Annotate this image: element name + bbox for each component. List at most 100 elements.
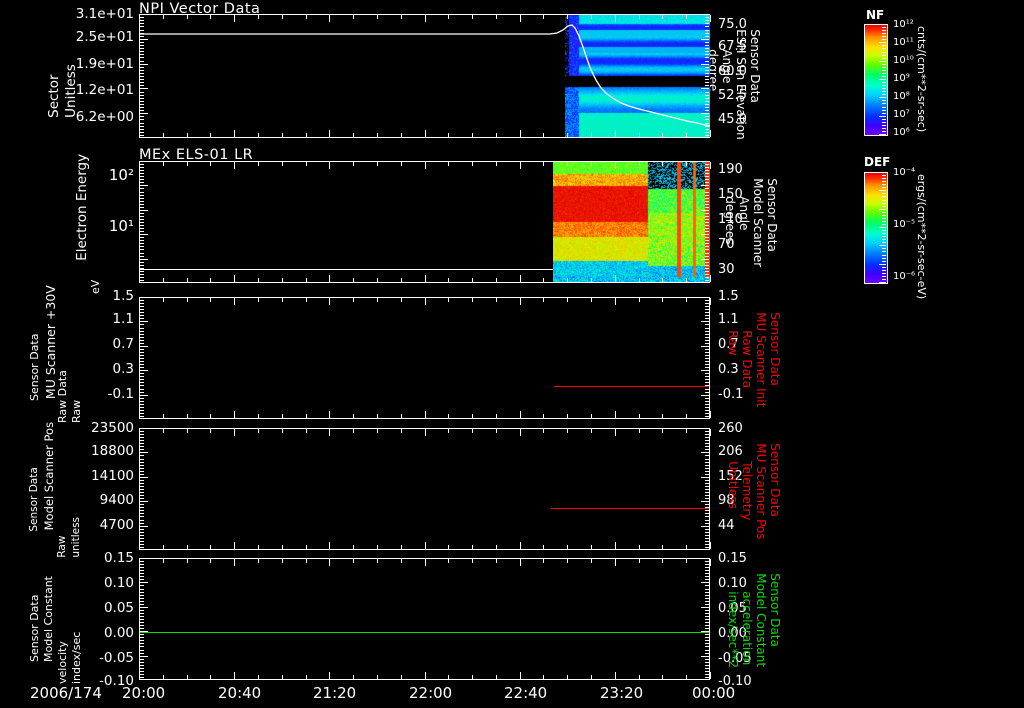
axis-tick <box>882 175 886 176</box>
axis-tick <box>353 545 354 549</box>
axis-tick <box>705 407 709 408</box>
axis-tick <box>234 275 235 282</box>
axis-tick <box>882 33 886 34</box>
axis-tick <box>140 486 144 487</box>
axis-tick <box>140 507 144 508</box>
axis-tick <box>187 133 188 137</box>
panel-mu30v-plot-frame <box>139 297 710 419</box>
panel-scannerpos-right-label-3: Unitless <box>726 461 740 509</box>
axis-tick <box>882 242 886 243</box>
axis-tick <box>448 15 449 19</box>
axis-tick <box>662 162 663 166</box>
axis-tick <box>879 24 886 25</box>
axis-tick <box>705 219 709 220</box>
axis-tick <box>520 15 521 22</box>
axis-tick <box>882 270 886 271</box>
axis-tick <box>701 582 709 583</box>
axis-tick <box>282 278 283 282</box>
axis-tick <box>140 547 144 548</box>
axis-tick <box>705 650 709 651</box>
axis-tick <box>662 559 663 563</box>
axis-tick <box>591 675 592 679</box>
axis-tick <box>306 278 307 282</box>
axis-tick <box>496 278 497 282</box>
axis-tick <box>140 407 144 408</box>
axis-tick <box>705 201 709 202</box>
axis-tick <box>140 535 144 536</box>
axis-tick <box>705 192 709 193</box>
axis-tick <box>710 429 711 436</box>
axis-tick <box>705 195 709 196</box>
axis-tick <box>879 264 886 265</box>
axis-tick <box>705 188 709 189</box>
axis-tick <box>163 545 164 549</box>
axis-tick <box>520 130 521 137</box>
axis-tick <box>329 411 330 418</box>
axis-tick <box>705 280 709 281</box>
axis-tick <box>879 282 886 283</box>
axis-tick <box>705 416 709 417</box>
axis-tick <box>140 659 144 660</box>
axis-tick <box>140 204 144 205</box>
panel-npi-cbtick-4: 10⁸ <box>893 91 910 102</box>
axis-tick <box>140 107 144 108</box>
axis-tick <box>140 634 144 635</box>
axis-tick <box>140 42 144 43</box>
axis-tick <box>258 298 259 302</box>
axis-tick <box>705 101 709 102</box>
axis-tick <box>329 559 330 566</box>
axis-tick <box>662 545 663 549</box>
axis-tick <box>705 207 709 208</box>
axis-tick <box>140 492 144 493</box>
axis-tick <box>705 352 709 353</box>
axis-tick <box>140 462 144 463</box>
axis-tick <box>140 225 144 226</box>
axis-tick <box>705 410 709 411</box>
axis-tick <box>140 192 144 193</box>
axis-tick <box>306 559 307 563</box>
axis-tick <box>686 278 687 282</box>
axis-tick <box>329 130 330 137</box>
axis-tick <box>705 23 709 24</box>
axis-tick <box>705 468 709 469</box>
axis-tick <box>705 465 709 466</box>
axis-tick <box>615 15 616 22</box>
axis-tick <box>705 547 709 548</box>
axis-tick <box>496 133 497 137</box>
axis-tick <box>140 262 144 263</box>
axis-tick <box>377 133 378 137</box>
axis-tick <box>882 206 886 207</box>
axis-tick <box>882 82 886 83</box>
axis-tick <box>879 245 886 246</box>
axis-tick <box>705 507 709 508</box>
axis-tick <box>705 373 709 374</box>
axis-tick <box>140 343 144 344</box>
panel-velocity-plot-frame <box>139 558 710 680</box>
axis-tick <box>705 510 709 511</box>
panel-velocity-right-label-3: index/sec**2 <box>726 591 740 669</box>
axis-tick <box>140 274 144 275</box>
axis-tick <box>705 222 709 223</box>
axis-tick <box>425 275 426 282</box>
axis-tick <box>705 198 709 199</box>
axis-tick <box>472 675 473 679</box>
axis-tick <box>140 164 144 165</box>
axis-tick <box>567 675 568 679</box>
axis-tick <box>140 346 148 347</box>
axis-tick <box>140 48 144 49</box>
axis-tick <box>140 662 144 663</box>
axis-tick <box>140 452 148 453</box>
axis-tick <box>140 23 144 24</box>
axis-tick <box>140 564 144 565</box>
axis-tick <box>705 228 709 229</box>
axis-tick <box>701 185 709 186</box>
axis-tick <box>140 243 144 244</box>
axis-tick <box>705 389 709 390</box>
axis-tick <box>140 265 144 266</box>
axis-tick <box>140 222 144 223</box>
axis-tick <box>705 271 709 272</box>
axis-tick <box>140 532 144 533</box>
axis-tick <box>140 434 144 435</box>
axis-tick <box>639 162 640 166</box>
axis-tick <box>686 298 687 302</box>
